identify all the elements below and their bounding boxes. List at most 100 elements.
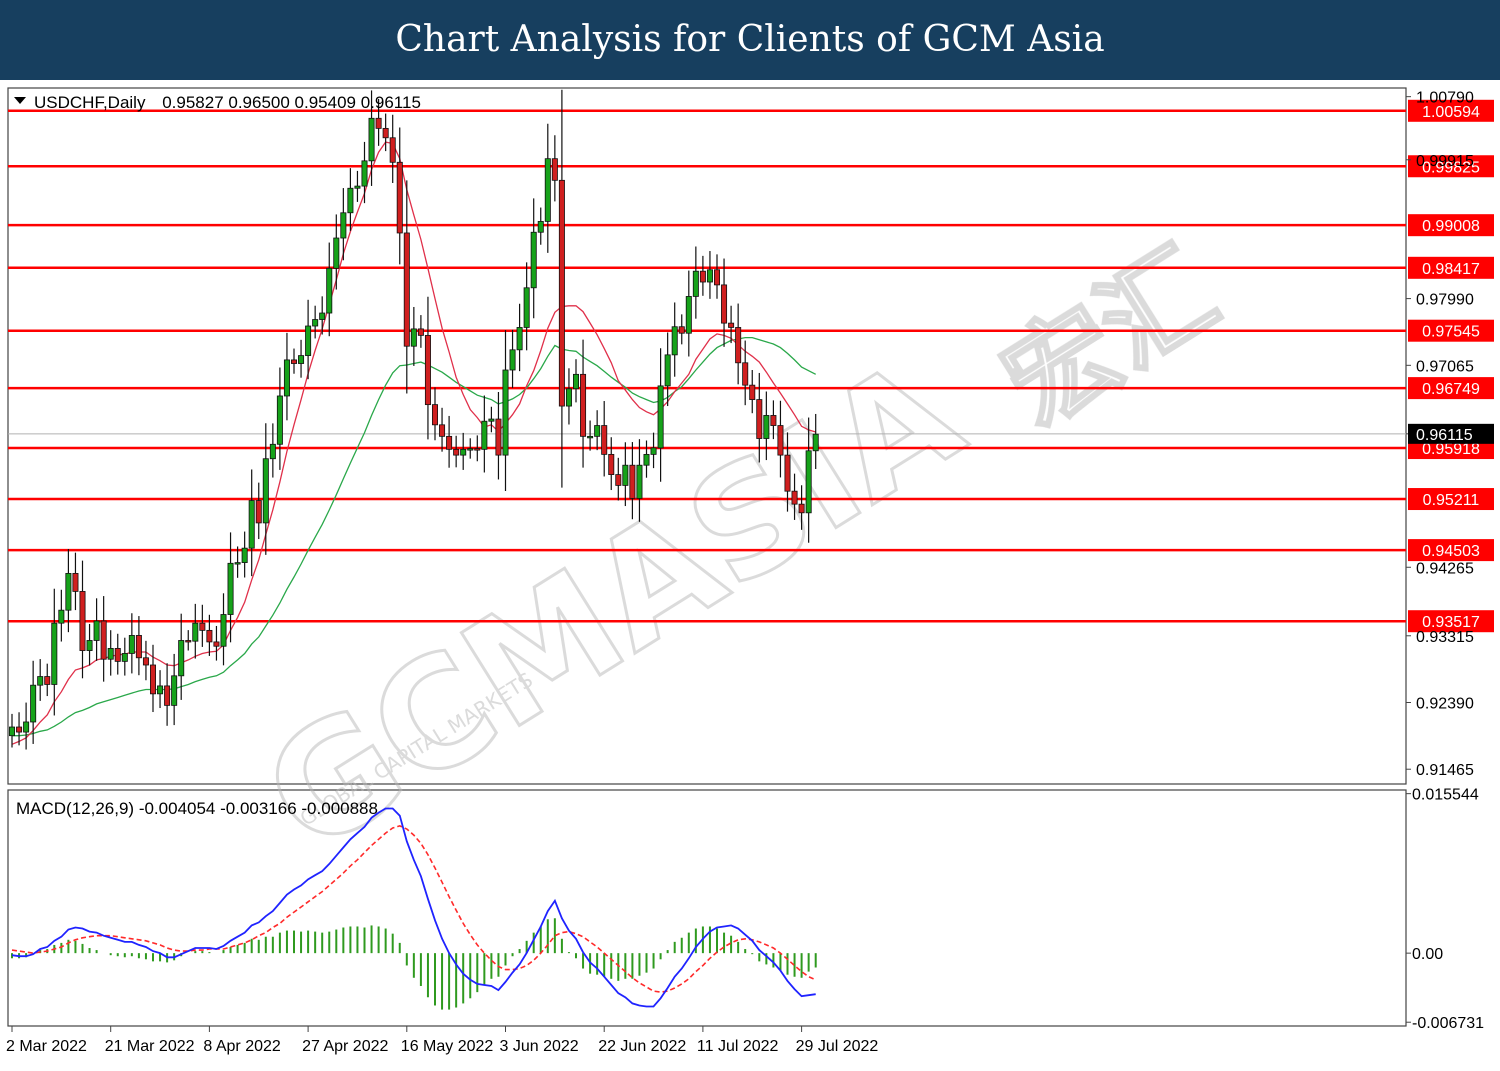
candle [16,712,23,746]
candle [220,593,227,666]
candle [805,417,812,543]
candle [305,299,312,380]
level-label-box [1408,99,1494,122]
date-tick-label: 21 Mar 2022 [105,1038,195,1055]
candle [791,473,798,520]
candle [481,395,488,473]
candle [523,262,530,351]
macd-panel [7,789,1407,1027]
candle [587,420,594,451]
level-label: 0.97545 [1422,324,1480,341]
candle [544,123,551,253]
dropdown-arrow-icon[interactable] [14,97,26,104]
support-resistance-levels: 1.00594 0.99825 0.99008 0.98417 0.97545 0.967… [8,99,1494,633]
candle [537,207,544,245]
candle [361,141,368,204]
candle [44,663,51,697]
date-tick-label: 3 Jun 2022 [500,1038,579,1055]
date-tick-label: 11 Jul 2022 [697,1038,779,1055]
candle [312,305,319,339]
candle [93,598,100,661]
symbol-label: USDCHF,Daily [34,93,146,112]
candle [283,332,290,421]
price-chart-title: USDCHF,Daily 0.95827 0.96500 0.95409 0.9… [34,93,421,112]
candle [777,400,784,478]
candle [608,437,615,491]
candle [678,314,685,345]
candle [333,214,340,290]
candle [798,485,805,530]
candle [290,348,297,374]
candle [114,633,121,675]
candle [622,442,629,507]
level-label-box [1408,256,1494,279]
candle [340,188,347,261]
level-label: 1.00594 [1422,104,1480,121]
candle [714,254,721,299]
candle [453,435,460,468]
price-tick-label: 0.92390 [1416,695,1474,712]
candle [558,89,565,488]
candle [149,644,156,713]
macd-main-line [11,807,816,1008]
candle [439,407,446,452]
candle [51,588,58,716]
candle [121,637,128,676]
candle [354,170,361,202]
macd-tick-label: -0.006731 [1412,1015,1484,1032]
date-tick-label: 22 Jun 2022 [598,1038,686,1055]
candle [8,713,15,748]
candle [650,432,657,469]
candle [728,305,735,344]
candle [37,659,44,701]
candle [502,330,509,492]
candle [474,435,481,462]
candle [262,423,269,555]
macd-indicator: 0.015544 0.00 -0.006731 [11,787,1484,1032]
candle [213,625,220,661]
candle [192,603,199,659]
candle [594,410,601,451]
candle [615,457,622,501]
candle [516,303,523,372]
candle [664,332,671,407]
level-label: 0.94503 [1422,543,1480,560]
price-tick-label: 1.00790 [1416,90,1474,107]
candle [417,315,424,348]
candle [389,114,396,183]
level-label-box [1408,539,1494,562]
level-label-box [1408,319,1494,342]
date-axis: 2 Mar 2022 21 Mar 2022 8 Apr 2022 27 Apr 20… [6,1026,878,1055]
candle [763,391,770,461]
level-label-box [1408,610,1494,633]
price-tick-label: 0.97990 [1416,292,1474,309]
candle [206,614,213,656]
candle [298,339,305,378]
candle [255,482,262,540]
header-banner: Chart Analysis for Clients of GCM Asia [0,0,1500,80]
candle [382,113,389,152]
candle [424,296,431,440]
macd-title: MACD(12,26,9) -0.004054 -0.003166 -0.000… [16,799,378,818]
price-axis: 1.00790 0.99915 0.97990 0.97065 0.96115 0.942… [1406,90,1494,779]
candle [142,640,149,681]
candle [135,616,142,676]
level-label: 0.96749 [1422,381,1480,398]
candle [30,660,37,744]
candle [248,469,255,577]
candle [410,306,417,366]
candle [128,613,135,674]
candle [86,623,93,666]
candle [396,127,403,265]
chart-area: GCMASIA GLOBAL CAPITAL MARKETS 宏汇 1.0059… [0,80,1500,1071]
candle [269,423,276,478]
macd-tick-label: 0.00 [1412,946,1443,963]
candle [488,406,495,433]
level-label: 0.99008 [1422,218,1480,235]
candle [199,604,206,647]
candle [636,439,643,522]
price-tick-label: 0.99915 [1416,153,1474,170]
candle [742,340,749,406]
candle [72,552,79,611]
candle [657,348,664,482]
